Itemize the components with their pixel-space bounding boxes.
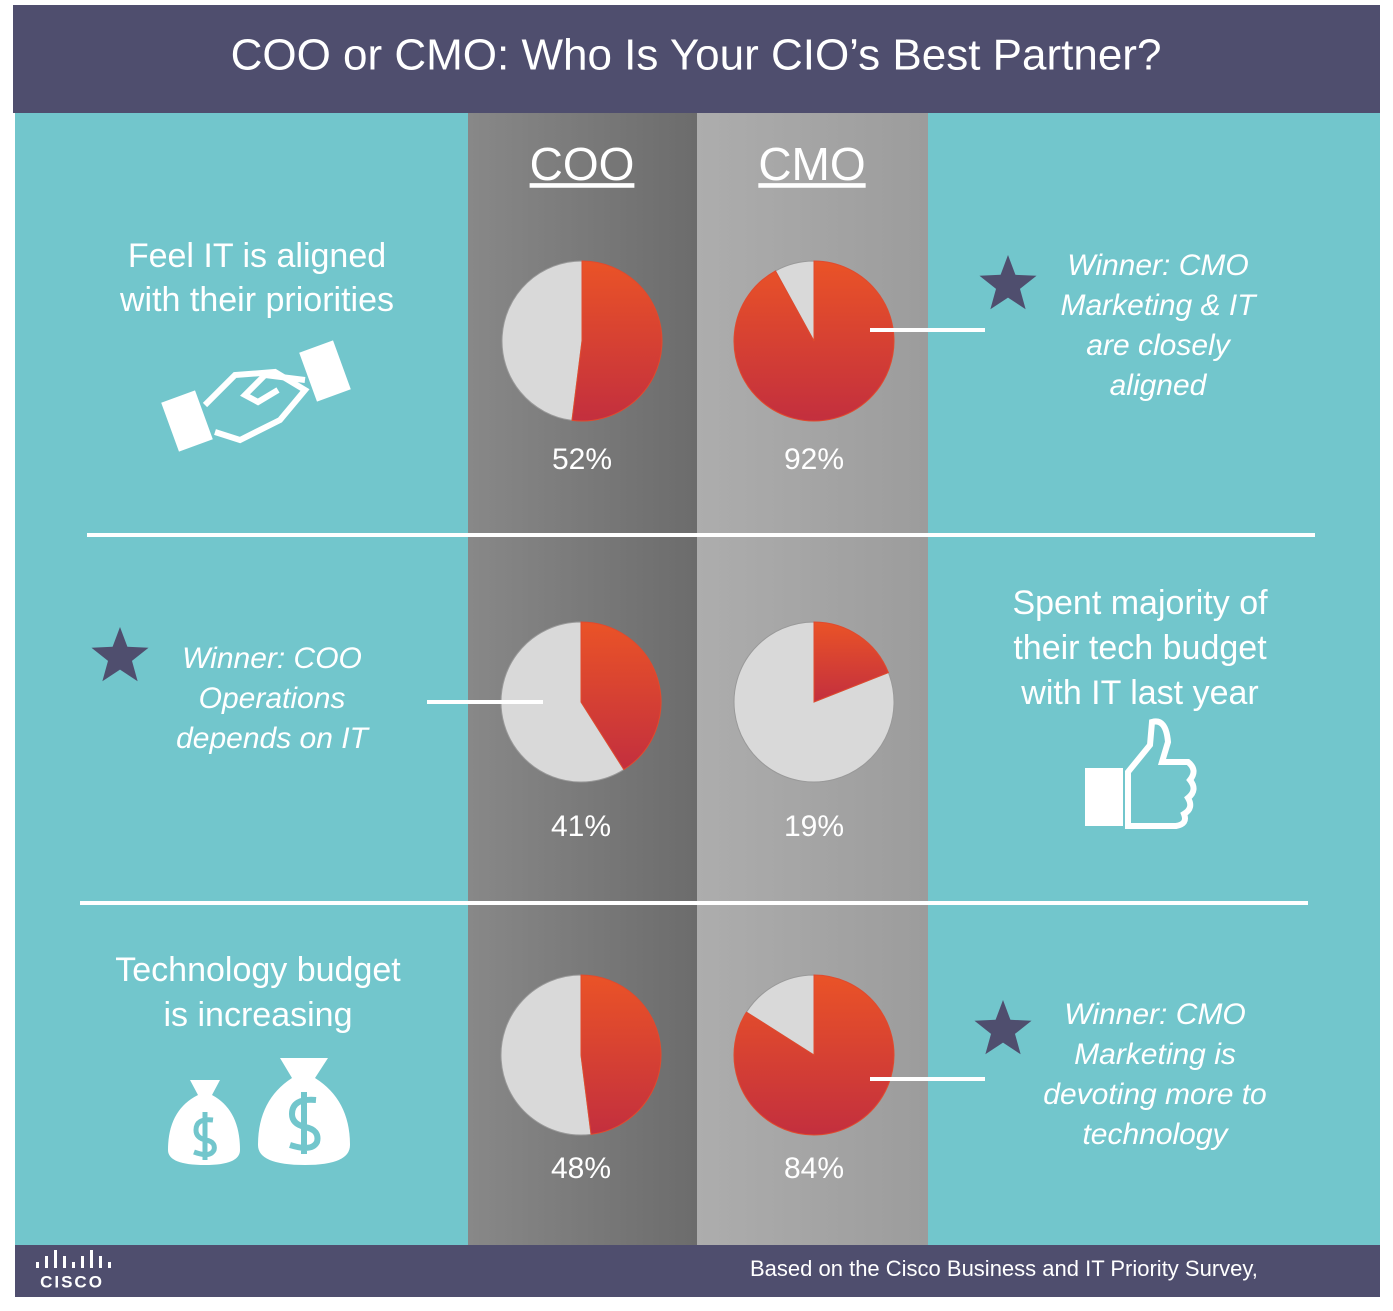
pie-share [571, 260, 663, 422]
value-label: 48% [551, 1152, 611, 1185]
money-icon [168, 1058, 350, 1165]
pie-share [733, 974, 895, 1136]
value-label: 41% [551, 810, 611, 843]
pie-share [580, 621, 662, 771]
winner-note: devoting more to [1043, 1078, 1266, 1111]
statement: Technology budget [115, 951, 401, 989]
footer-bar [15, 1245, 1380, 1297]
value-label: 84% [784, 1152, 844, 1185]
thumb-icon [1085, 718, 1197, 829]
pie-share [733, 260, 895, 422]
statement: Feel IT is aligned [128, 237, 386, 275]
cisco-bars [36, 1250, 111, 1268]
pie-rest [500, 974, 592, 1136]
winner-note: Marketing & IT [1060, 289, 1258, 322]
winner-note: depends on IT [176, 722, 370, 755]
handshake-icon [161, 340, 351, 452]
statement: Spent majority of [1012, 584, 1268, 622]
statement: their tech budget [1013, 629, 1267, 667]
winner-note: aligned [1110, 369, 1208, 402]
pie-share [813, 621, 890, 703]
winner-note: technology [1082, 1118, 1229, 1151]
winner-note: Operations [199, 682, 346, 715]
star [974, 1000, 1032, 1055]
value-label: 92% [784, 443, 844, 476]
pie-rest [501, 260, 583, 421]
winner-note: Winner: CMO [1067, 249, 1248, 282]
pie-rest [745, 974, 815, 1056]
winner-note: Marketing is [1074, 1038, 1236, 1071]
winner-note: Winner: CMO [1064, 998, 1245, 1031]
title: COO or CMO: Who Is Your CIO’s Best Partn… [231, 31, 1162, 80]
star [91, 627, 149, 682]
pie-rest [500, 621, 625, 783]
statement: with their priorities [119, 281, 394, 319]
statement: is increasing [164, 996, 353, 1034]
pie-share [580, 974, 662, 1135]
column-heading: CMO [758, 138, 865, 190]
winner-note: Winner: COO [182, 642, 362, 675]
source: Based on the Cisco Business and IT Prior… [750, 1256, 1258, 1281]
winner-note: are closely [1086, 329, 1231, 362]
value-label: 52% [552, 443, 612, 476]
header-bar [13, 5, 1380, 113]
value-label: 19% [784, 810, 844, 843]
cisco-logo: CISCO [40, 1272, 104, 1291]
column-heading: COO [530, 138, 635, 190]
statement: with IT last year [1020, 674, 1258, 712]
star [979, 255, 1037, 310]
